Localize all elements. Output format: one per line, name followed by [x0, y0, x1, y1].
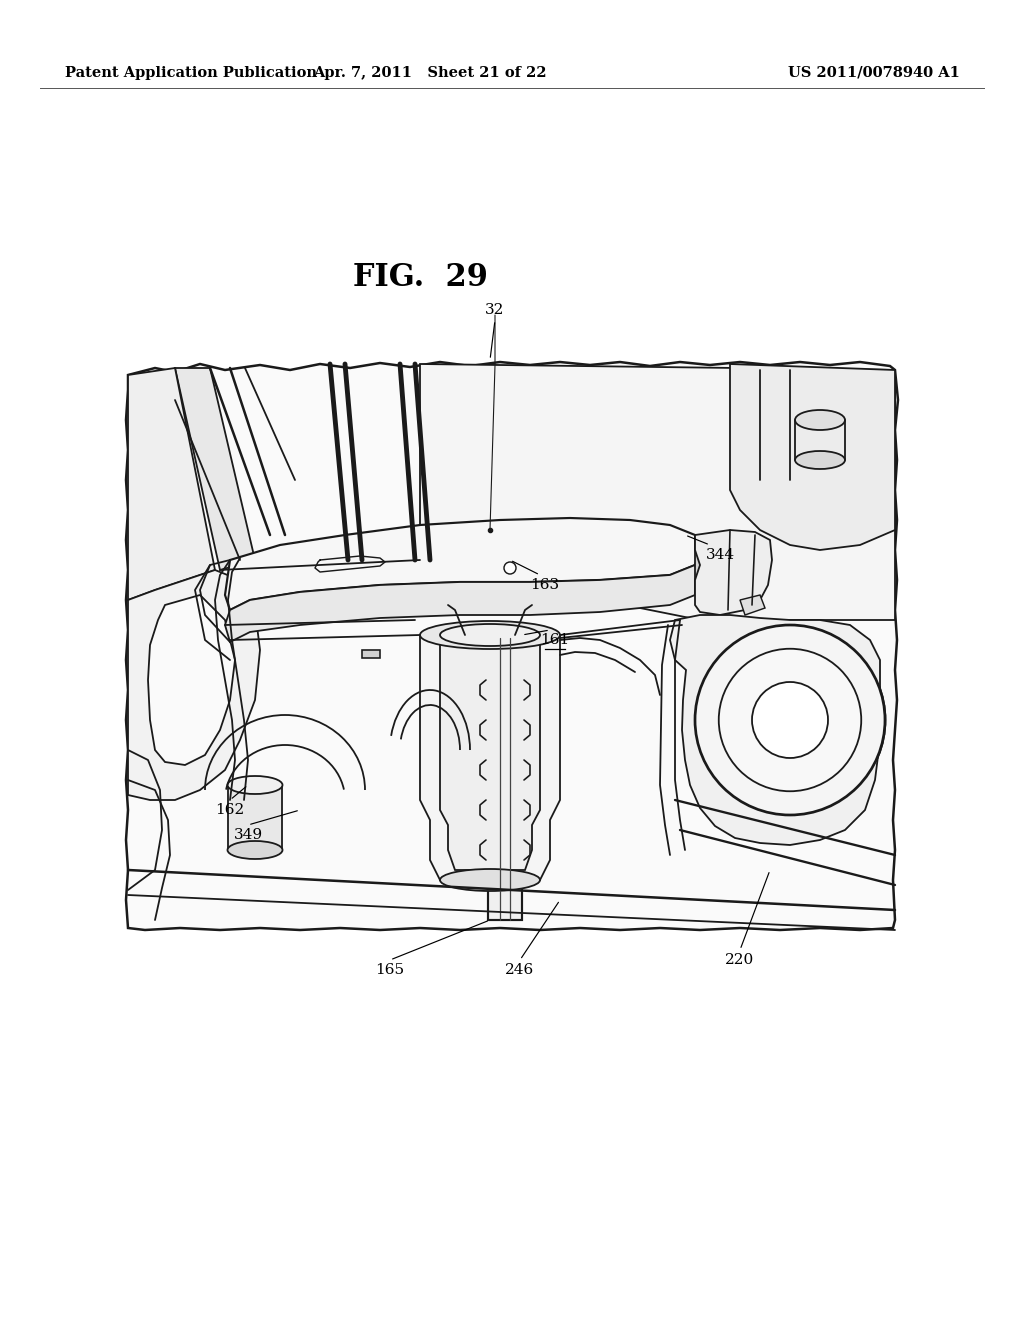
Polygon shape	[420, 635, 560, 880]
Polygon shape	[225, 517, 700, 610]
Ellipse shape	[440, 869, 540, 891]
Text: 344: 344	[706, 548, 734, 562]
Ellipse shape	[440, 624, 540, 645]
Text: 32: 32	[485, 304, 505, 317]
Circle shape	[695, 624, 885, 814]
Polygon shape	[740, 595, 765, 615]
Polygon shape	[128, 368, 215, 601]
Circle shape	[504, 562, 516, 574]
Polygon shape	[670, 615, 880, 845]
Polygon shape	[128, 570, 260, 800]
Polygon shape	[488, 635, 522, 920]
Polygon shape	[228, 785, 282, 850]
Polygon shape	[730, 364, 895, 550]
Ellipse shape	[420, 620, 560, 649]
Ellipse shape	[227, 776, 283, 795]
Text: 220: 220	[725, 953, 755, 968]
Ellipse shape	[795, 411, 845, 430]
Polygon shape	[148, 595, 234, 766]
Polygon shape	[420, 364, 895, 620]
Circle shape	[752, 682, 828, 758]
Text: 349: 349	[233, 828, 262, 842]
Text: US 2011/0078940 A1: US 2011/0078940 A1	[788, 66, 961, 81]
Circle shape	[719, 648, 861, 791]
Polygon shape	[695, 531, 772, 615]
Text: Patent Application Publication: Patent Application Publication	[65, 66, 317, 81]
Text: 161: 161	[541, 634, 569, 647]
Polygon shape	[225, 565, 700, 642]
Text: 165: 165	[376, 964, 404, 977]
Polygon shape	[126, 362, 898, 931]
Text: Apr. 7, 2011   Sheet 21 of 22: Apr. 7, 2011 Sheet 21 of 22	[313, 66, 547, 81]
Text: FIG.  29: FIG. 29	[352, 263, 487, 293]
Circle shape	[752, 682, 828, 758]
Ellipse shape	[227, 841, 283, 859]
Text: 163: 163	[530, 578, 559, 591]
Polygon shape	[695, 535, 700, 595]
Text: 246: 246	[506, 964, 535, 977]
Text: 162: 162	[215, 803, 245, 817]
Polygon shape	[440, 635, 540, 870]
Circle shape	[719, 648, 861, 791]
Polygon shape	[488, 635, 522, 640]
Bar	[362, 649, 380, 657]
Ellipse shape	[795, 451, 845, 469]
Polygon shape	[175, 368, 255, 570]
Circle shape	[695, 624, 885, 814]
